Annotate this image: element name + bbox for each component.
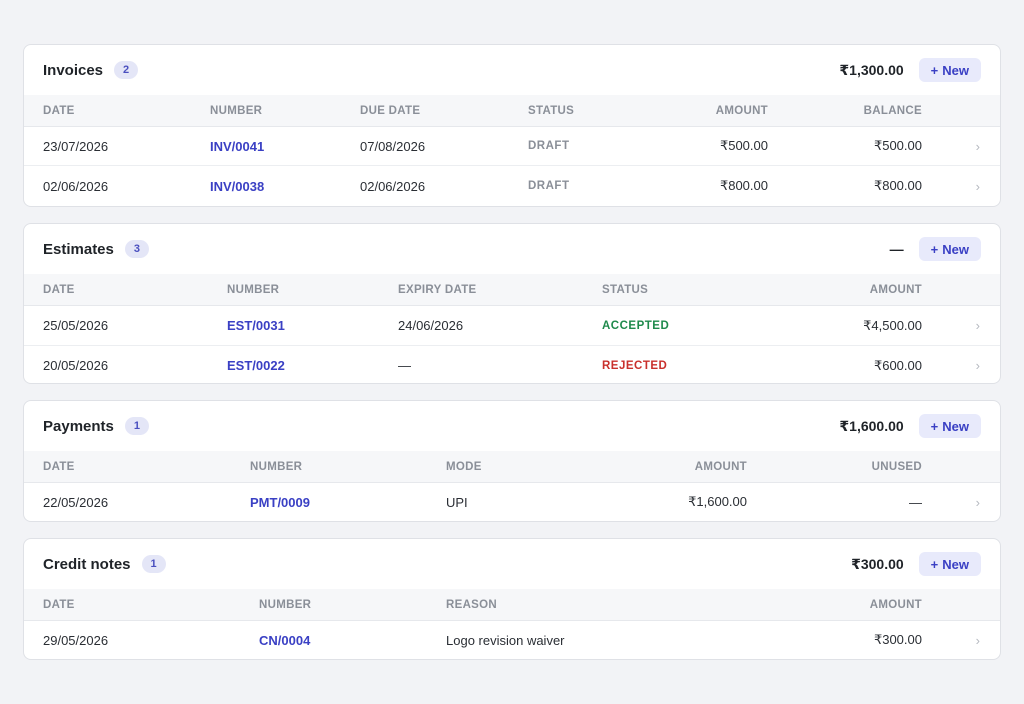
invoice-amount: ₹800.00 (719, 178, 768, 193)
invoices-title: Invoices (43, 61, 104, 79)
credit-notes-card: Credit notes 1 ₹300.00 + New DATE NUMBER… (23, 538, 1001, 660)
estimate-amount: ₹4,500.00 (863, 317, 922, 333)
invoice-number-link[interactable]: INV/0038 (210, 178, 265, 194)
invoice-status: DRAFT (528, 140, 570, 152)
col-mode: MODE (446, 461, 482, 473)
payments-count-badge: 1 (124, 417, 149, 435)
estimate-expiry-date: — (398, 358, 411, 373)
invoice-date: 23/07/2026 (43, 138, 109, 154)
col-amount: AMOUNT (869, 599, 922, 611)
plus-icon: + (930, 241, 939, 257)
col-amount: AMOUNT (694, 461, 747, 473)
new-invoice-button[interactable]: + New (918, 58, 981, 82)
plus-icon: + (930, 62, 939, 78)
payments-card: Payments 1 ₹1,600.00 + New DATE NUMBER M… (23, 400, 1001, 522)
credit-notes-table-header: DATE NUMBER REASON AMOUNT (24, 589, 1000, 621)
col-number: NUMBER (250, 461, 303, 473)
credit-notes-count-badge: 1 (141, 555, 166, 573)
col-balance: BALANCE (863, 105, 922, 117)
estimate-status: REJECTED (602, 359, 668, 372)
estimate-row[interactable]: 25/05/2026 EST/0031 24/06/2026 ACCEPTED … (24, 306, 1000, 346)
estimates-count-badge: 3 (124, 240, 149, 258)
payment-amount: ₹1,600.00 (688, 494, 747, 509)
col-date: DATE (43, 599, 75, 611)
new-credit-note-button[interactable]: + New (918, 552, 981, 576)
invoice-balance: ₹800.00 (873, 178, 922, 193)
chevron-right-icon: › (975, 318, 980, 333)
estimate-number-link[interactable]: EST/0031 (227, 318, 285, 333)
chevron-right-icon: › (975, 178, 980, 194)
estimates-card: Estimates 3 — + New DATE NUMBER EXPIRY D… (23, 223, 1001, 384)
credit-note-date: 29/05/2026 (43, 632, 109, 648)
estimate-date: 25/05/2026 (43, 318, 109, 333)
estimate-expiry-date: 24/06/2026 (398, 318, 464, 333)
new-invoice-label: New (942, 62, 969, 78)
col-expiry-date: EXPIRY DATE (398, 284, 477, 296)
col-amount: AMOUNT (715, 105, 768, 117)
payments-title: Payments (43, 417, 114, 435)
chevron-right-icon: › (975, 632, 980, 648)
col-number: NUMBER (259, 599, 312, 611)
col-status: STATUS (602, 284, 649, 296)
credit-note-row[interactable]: 29/05/2026 CN/0004 Logo revision waiver … (24, 621, 1000, 659)
credit-notes-title: Credit notes (43, 555, 131, 573)
invoices-header: Invoices 2 ₹1,300.00 + New (24, 45, 1000, 95)
payments-header: Payments 1 ₹1,600.00 + New (24, 401, 1000, 451)
col-date: DATE (43, 105, 75, 117)
col-status: STATUS (528, 105, 575, 117)
chevron-right-icon: › (975, 138, 980, 154)
payment-unused: — (909, 494, 922, 510)
credit-note-amount: ₹300.00 (873, 632, 922, 647)
payment-row[interactable]: 22/05/2026 PMT/0009 UPI ₹1,600.00 — › (24, 483, 1000, 521)
invoice-row[interactable]: 02/06/2026 INV/0038 02/06/2026 DRAFT ₹80… (24, 166, 1000, 206)
col-due-date: DUE DATE (360, 105, 421, 117)
payment-number-link[interactable]: PMT/0009 (250, 494, 310, 510)
col-reason: REASON (446, 599, 498, 611)
estimates-header: Estimates 3 — + New (24, 224, 1000, 274)
col-number: NUMBER (227, 284, 280, 296)
col-amount: AMOUNT (869, 284, 922, 296)
col-unused: UNUSED (871, 461, 922, 473)
estimates-total: — (889, 241, 904, 257)
payment-mode: UPI (446, 494, 468, 510)
estimate-row[interactable]: 20/05/2026 EST/0022 — REJECTED ₹600.00 › (24, 346, 1000, 383)
plus-icon: + (930, 556, 939, 572)
new-credit-note-label: New (942, 556, 969, 572)
invoice-status: DRAFT (528, 180, 570, 192)
invoices-table-header: DATE NUMBER DUE DATE STATUS AMOUNT BALAN… (24, 95, 1000, 127)
estimates-title: Estimates (43, 240, 114, 258)
estimate-amount: ₹600.00 (873, 357, 922, 373)
estimate-status: ACCEPTED (602, 319, 670, 332)
new-payment-button[interactable]: + New (918, 414, 981, 438)
invoice-due-date: 07/08/2026 (360, 138, 426, 154)
payment-date: 22/05/2026 (43, 494, 109, 510)
new-estimate-label: New (942, 241, 969, 257)
invoice-number-link[interactable]: INV/0041 (210, 138, 265, 154)
invoice-date: 02/06/2026 (43, 178, 109, 194)
new-estimate-button[interactable]: + New (918, 237, 981, 261)
chevron-right-icon: › (975, 358, 980, 373)
invoice-row[interactable]: 23/07/2026 INV/0041 07/08/2026 DRAFT ₹50… (24, 127, 1000, 166)
plus-icon: + (930, 418, 939, 434)
invoice-amount: ₹500.00 (719, 138, 768, 153)
estimates-table-header: DATE NUMBER EXPIRY DATE STATUS AMOUNT (24, 274, 1000, 306)
col-number: NUMBER (210, 105, 263, 117)
col-date: DATE (43, 284, 75, 296)
credit-notes-header: Credit notes 1 ₹300.00 + New (24, 539, 1000, 589)
estimate-number-link[interactable]: EST/0022 (227, 358, 285, 373)
estimate-date: 20/05/2026 (43, 358, 109, 373)
credit-note-number-link[interactable]: CN/0004 (259, 632, 311, 648)
invoices-card: Invoices 2 ₹1,300.00 + New DATE NUMBER D… (23, 44, 1001, 207)
credit-notes-total: ₹300.00 (851, 555, 904, 572)
payments-table-header: DATE NUMBER MODE AMOUNT UNUSED (24, 451, 1000, 483)
invoice-due-date: 02/06/2026 (360, 178, 426, 194)
col-date: DATE (43, 461, 75, 473)
chevron-right-icon: › (975, 494, 980, 510)
invoices-count-badge: 2 (114, 61, 139, 79)
payments-total: ₹1,600.00 (839, 417, 904, 434)
credit-note-reason: Logo revision waiver (446, 632, 565, 648)
invoice-balance: ₹500.00 (873, 138, 922, 153)
new-payment-label: New (942, 418, 969, 434)
invoices-total: ₹1,300.00 (839, 61, 904, 78)
